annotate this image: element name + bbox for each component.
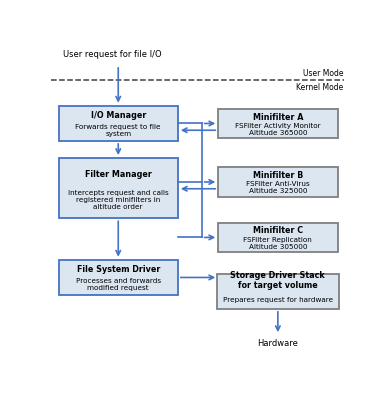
- Text: User Mode: User Mode: [303, 69, 343, 78]
- FancyBboxPatch shape: [218, 109, 338, 138]
- Text: I/O Manager: I/O Manager: [90, 111, 146, 120]
- Text: Minifilter C: Minifilter C: [253, 226, 303, 236]
- Text: FSFilter Anti-Virus
Altitude 325000: FSFilter Anti-Virus Altitude 325000: [246, 181, 310, 194]
- Text: Processes and forwards
modified request: Processes and forwards modified request: [76, 278, 161, 291]
- Text: FSFilter Activity Monitor
Altitude 365000: FSFilter Activity Monitor Altitude 36500…: [235, 123, 321, 136]
- Text: Minifilter B: Minifilter B: [253, 171, 303, 180]
- Text: Storage Driver Stack
for target volume: Storage Driver Stack for target volume: [231, 271, 325, 290]
- Text: Filter Manager: Filter Manager: [85, 170, 152, 180]
- FancyBboxPatch shape: [217, 274, 339, 309]
- FancyBboxPatch shape: [59, 260, 178, 295]
- Text: FSFilter Replication
Altitude 305000: FSFilter Replication Altitude 305000: [243, 237, 312, 250]
- Text: Prepares request for hardware: Prepares request for hardware: [223, 297, 333, 303]
- Text: Forwards request to file
system: Forwards request to file system: [75, 124, 161, 137]
- FancyBboxPatch shape: [218, 167, 338, 197]
- Text: User request for file I/O: User request for file I/O: [63, 50, 162, 59]
- FancyBboxPatch shape: [59, 158, 178, 218]
- Text: Hardware: Hardware: [258, 339, 298, 348]
- Text: File System Driver: File System Driver: [77, 265, 160, 274]
- FancyBboxPatch shape: [218, 223, 338, 252]
- FancyBboxPatch shape: [59, 106, 178, 141]
- Text: Kernel Mode: Kernel Mode: [296, 83, 343, 92]
- Text: Minifilter A: Minifilter A: [253, 112, 303, 122]
- Text: Intercepts request and calls
registered minifilters in
altitude order: Intercepts request and calls registered …: [68, 190, 169, 210]
